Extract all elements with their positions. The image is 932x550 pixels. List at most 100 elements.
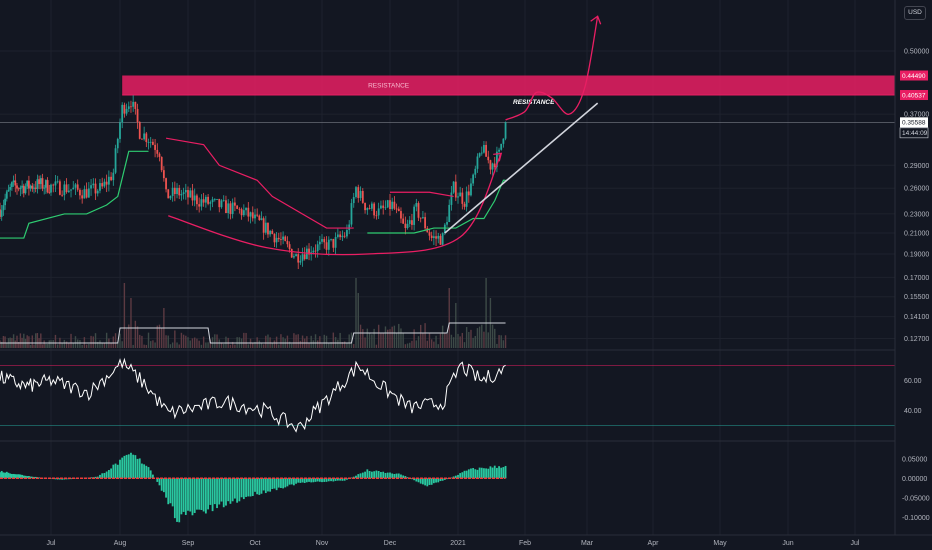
histogram-bar [167, 478, 170, 505]
volume-bar [61, 343, 63, 348]
volume-bar [125, 328, 128, 348]
candle-body [269, 230, 272, 235]
histogram-bar [404, 476, 407, 479]
volume-bar [128, 324, 130, 348]
candle-body [123, 104, 126, 114]
candle-body [441, 233, 444, 245]
histogram-bar [218, 478, 221, 505]
histogram-bar [245, 478, 247, 497]
histogram-bar [454, 475, 457, 479]
volume-bar [77, 339, 79, 348]
histogram-bar [123, 455, 126, 479]
candle-body [496, 151, 498, 168]
histogram-bar [336, 478, 339, 481]
volume-bar [402, 333, 404, 348]
volume-bar [141, 335, 143, 348]
candle-body [411, 220, 413, 225]
candle-body [34, 187, 37, 189]
candle-body [204, 196, 207, 203]
volume-bar [323, 334, 325, 348]
volume-bar [205, 342, 207, 348]
rising-trendline [444, 102, 599, 234]
histogram-bar [332, 478, 335, 482]
volume-bar [441, 325, 444, 348]
volume-bar [384, 326, 387, 348]
candle-body [220, 200, 223, 208]
histogram-bar [382, 471, 385, 479]
volume-bar [496, 343, 498, 348]
candle-body [312, 250, 315, 253]
time-tick-label: Dec [384, 540, 397, 547]
volume-bar [404, 344, 407, 348]
volume-bar [450, 334, 453, 348]
candle-body [202, 199, 205, 203]
price-tag-label: 14:44:09 [902, 130, 928, 137]
price-tag-countdown [899, 127, 929, 139]
candle-body [211, 199, 214, 203]
volume-bar [286, 335, 289, 348]
candle-body [169, 196, 172, 199]
histogram-bar [22, 475, 25, 479]
candle-body [79, 189, 81, 196]
candle-body [196, 195, 198, 205]
volume-bar [31, 335, 33, 348]
volume-bar [123, 283, 126, 348]
volume-bar [452, 337, 455, 348]
histogram-bar [107, 470, 110, 479]
histogram-bar [28, 476, 30, 479]
histogram-bar [5, 471, 8, 479]
volume-bar [487, 332, 489, 348]
candle-body [470, 183, 472, 196]
histogram-bar [325, 478, 328, 482]
price-tag-label: 0.35588 [902, 120, 926, 127]
candle-body [301, 254, 304, 261]
volume-bar [455, 303, 457, 348]
price-tags: 0.44490 0.40537 0.35588 14:44:09 [899, 70, 929, 139]
histogram-bar [361, 472, 364, 479]
volume-bar [308, 342, 310, 348]
histogram-bar [187, 478, 189, 511]
histogram-bar [204, 478, 207, 514]
histogram-bar [461, 472, 464, 479]
candle-body [61, 194, 64, 196]
volume-bar [52, 339, 54, 348]
candle-body [145, 133, 148, 143]
histogram-bar [29, 476, 32, 479]
volume-bar [337, 339, 339, 348]
histogram-bar [103, 473, 106, 479]
candle-body [424, 217, 426, 229]
candle-body [213, 199, 216, 200]
volume-bar [200, 344, 203, 348]
candle-body [165, 178, 167, 190]
candle-body [154, 144, 156, 150]
volume-bar [316, 340, 319, 348]
candle-body [227, 203, 230, 214]
histogram-bar [359, 473, 362, 479]
histogram-bar [432, 478, 435, 484]
volume-bar [48, 340, 50, 348]
volume-bar [174, 330, 176, 348]
candle-body [452, 181, 455, 193]
histogram-bar [110, 468, 112, 479]
candle-body [198, 204, 201, 207]
candle-body [138, 122, 141, 139]
histogram-bar [234, 478, 236, 499]
candle-body [160, 156, 163, 171]
volume-bar [119, 333, 121, 348]
candle-body [46, 180, 49, 193]
candle-body [295, 254, 297, 257]
histogram-bar [24, 475, 27, 479]
histogram-bar [119, 459, 121, 479]
volume-bar [420, 324, 422, 348]
candle-body [448, 204, 451, 223]
candle-body [180, 193, 183, 196]
volume-bar [267, 334, 269, 348]
histogram-bar [269, 478, 272, 492]
currency-selector[interactable]: USD [904, 6, 926, 20]
volume-bar [343, 341, 346, 348]
candle-body [14, 180, 17, 186]
volume-bar [252, 343, 254, 348]
candle-body [375, 215, 378, 217]
volume-bar [56, 344, 59, 348]
histogram-bar [334, 478, 337, 481]
